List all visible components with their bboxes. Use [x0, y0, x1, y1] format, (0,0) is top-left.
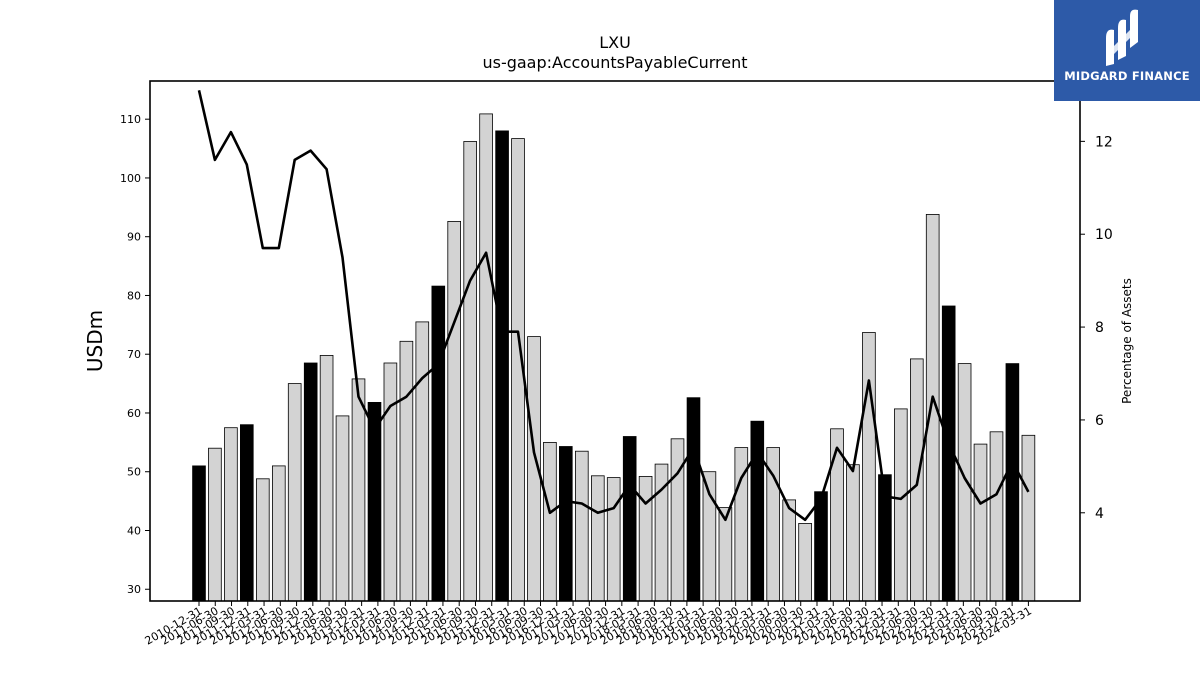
- bar: [894, 408, 908, 602]
- plot-frame: [149, 80, 1081, 602]
- y-tick-label: 80: [127, 289, 141, 302]
- bar: [718, 507, 733, 602]
- y-tick-label: 50: [127, 466, 141, 479]
- y2-tick-label: 10: [1095, 227, 1113, 243]
- y2-axis-label: Percentage of Assets: [1120, 278, 1134, 404]
- bar: [463, 141, 477, 602]
- y-tick-label: 40: [127, 524, 141, 537]
- bar: [670, 438, 685, 602]
- bar: [479, 113, 493, 602]
- bar: [591, 475, 605, 602]
- bar: [495, 130, 509, 602]
- bar: [367, 401, 382, 602]
- bar: [862, 332, 876, 602]
- bar: [399, 340, 414, 602]
- bar-series: [192, 113, 1036, 602]
- bar: [255, 478, 270, 602]
- y-axis-label: USDm: [83, 310, 107, 372]
- y-tick-label: 100: [120, 172, 141, 185]
- bar: [383, 362, 398, 602]
- brand-logo: MIDGARD FINANCE: [1054, 0, 1200, 101]
- y2-tick-label: 4: [1095, 506, 1104, 522]
- bar: [973, 443, 988, 602]
- bar: [415, 321, 430, 602]
- bar: [686, 397, 701, 602]
- bar: [271, 465, 286, 602]
- bar: [351, 378, 366, 602]
- bar: [846, 464, 860, 602]
- bar: [224, 427, 238, 602]
- bar: [989, 431, 1004, 602]
- bar: [447, 220, 461, 602]
- y-tick-label: 70: [127, 348, 141, 361]
- axes: 3040506070809010011046810122010-12-31201…: [120, 80, 1113, 648]
- bar: [782, 499, 796, 602]
- bar: [638, 475, 653, 602]
- bar: [431, 285, 446, 602]
- bar: [622, 436, 637, 602]
- bar: [606, 477, 621, 602]
- bar: [335, 415, 350, 602]
- bar: [1005, 363, 1020, 602]
- bar: [192, 465, 206, 602]
- y-tick-label: 110: [120, 113, 141, 126]
- y-tick-label: 90: [127, 231, 141, 244]
- bar: [957, 363, 972, 602]
- bar: [798, 523, 812, 602]
- bar: [208, 447, 222, 602]
- y-tick-label: 30: [127, 583, 141, 596]
- y2-tick-label: 12: [1095, 134, 1113, 150]
- bar: [559, 446, 573, 602]
- bar: [575, 450, 589, 602]
- chart-title: LXU: [599, 33, 631, 52]
- bar: [303, 362, 318, 602]
- bar: [239, 424, 254, 602]
- chart-subtitle: us-gaap:AccountsPayableCurrent: [482, 53, 747, 72]
- bar: [750, 420, 765, 602]
- bar: [543, 441, 557, 602]
- pct-line: [197, 90, 1030, 522]
- logo-text: MIDGARD FINANCE: [1064, 69, 1190, 83]
- logo-mark-icon: [1106, 9, 1138, 66]
- y-tick-label: 60: [127, 407, 141, 420]
- bar: [814, 491, 828, 602]
- y2-tick-label: 8: [1095, 320, 1104, 336]
- bar: [1021, 434, 1036, 602]
- y2-tick-label: 6: [1095, 413, 1104, 429]
- bar: [319, 354, 334, 602]
- bar: [287, 383, 302, 602]
- line-series: [197, 90, 1030, 522]
